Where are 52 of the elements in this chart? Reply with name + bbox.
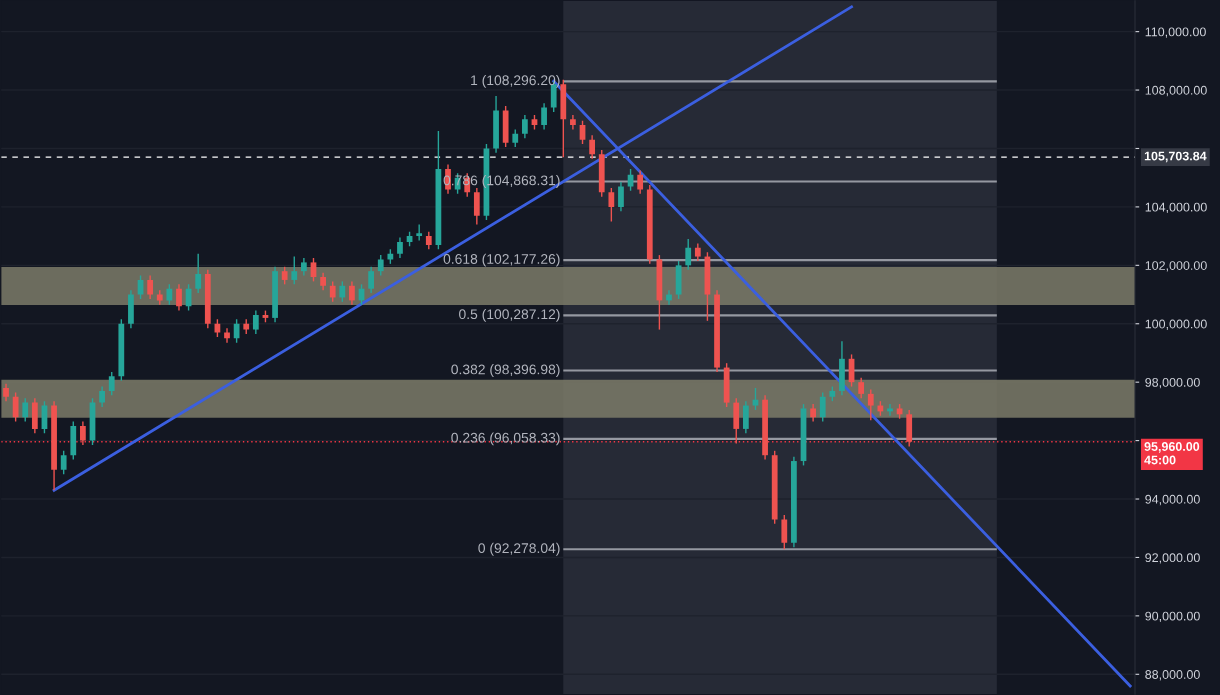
candlestick — [397, 236, 403, 259]
candlestick — [12, 391, 19, 423]
candlestick — [867, 388, 874, 421]
candlestick — [195, 252, 202, 294]
candlestick — [22, 397, 29, 423]
y-tick-label: 104,000.00 — [1145, 202, 1207, 214]
candlestick — [781, 514, 788, 551]
y-tick-label: 94,000.00 — [1145, 494, 1200, 506]
candlestick — [108, 371, 115, 397]
candlestick — [329, 280, 336, 303]
candlestick — [541, 102, 547, 131]
candlestick — [291, 255, 298, 286]
ref-line-label: 0.382 (98,396.98) — [451, 364, 560, 378]
ref-line-label: 0 (92,278.04) — [478, 542, 560, 556]
candlestick — [473, 187, 480, 226]
candlestick — [80, 420, 86, 446]
ref-line-label: 105,703.84 — [1144, 151, 1207, 163]
candlestick — [819, 391, 826, 423]
candlestick — [252, 309, 259, 335]
y-tick-label: 110,000.00 — [1145, 27, 1206, 38]
candlestick — [521, 114, 528, 139]
candlestick — [166, 283, 173, 306]
y-tick-label: 108,000.00 — [1145, 85, 1207, 97]
y-tick-label: 88,000.00 — [1145, 670, 1200, 681]
candlestick — [147, 274, 154, 300]
y-tick-label: 100,000.00 — [1145, 319, 1207, 330]
candlestick — [608, 187, 615, 223]
candlestick — [887, 403, 893, 417]
candlestick — [416, 223, 423, 242]
y-tick-label: 92,000.00 — [1145, 553, 1200, 564]
ref-line-label: 0.5 (100,287.12) — [459, 308, 560, 322]
candlestick — [233, 318, 240, 344]
candlestick — [60, 450, 67, 475]
ref-line-label: 1 (108,296.20) — [471, 74, 560, 88]
candlestick — [742, 400, 749, 434]
candlestick — [637, 169, 644, 195]
y-tick-label: 90,000.00 — [1145, 611, 1200, 622]
candlestick — [339, 280, 346, 303]
candlestick — [368, 266, 375, 294]
ref-line-label: 0.618 (102,177.26) — [443, 253, 560, 267]
candlestick — [377, 254, 384, 277]
candlestick — [858, 377, 865, 399]
candlestick — [618, 181, 624, 212]
ref-line-label: 0.236 (96,058.33) — [451, 432, 560, 446]
ref-line-label: 95,960.00 45:00 — [1144, 442, 1200, 465]
candlestick — [176, 283, 182, 312]
y-tick-label: 98,000.00 — [1145, 377, 1200, 389]
y-tick-label: 102,000.00 — [1145, 261, 1207, 272]
candlestick — [349, 280, 355, 306]
candlestick — [589, 134, 596, 160]
candlestick — [685, 238, 692, 271]
candlestick — [99, 385, 105, 408]
